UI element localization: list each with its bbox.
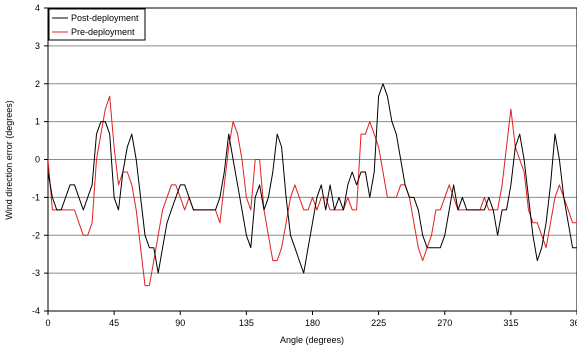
- y-tick-label-6: -2: [32, 230, 40, 240]
- y-axis-title: Wind direction error (degrees): [4, 100, 14, 220]
- x-tick-label-4: 180: [305, 318, 320, 328]
- x-tick-label-2: 90: [175, 318, 185, 328]
- series-line-post-deployment: [48, 83, 577, 274]
- y-tick-label-5: -1: [32, 192, 40, 202]
- x-tick-label-7: 315: [503, 318, 518, 328]
- legend-box: [48, 8, 146, 41]
- y-tick-label-1: 3: [35, 41, 40, 51]
- x-tick-label-1: 45: [109, 318, 119, 328]
- legend-label-pre-deployment: Pre-deployment: [71, 27, 135, 37]
- y-tick-label-3: 1: [35, 117, 40, 127]
- x-tick-label-8: 360: [569, 318, 577, 328]
- y-tick-label-2: 2: [35, 79, 40, 89]
- horizontal-gridlines: [48, 7, 577, 312]
- x-tick-label-6: 270: [437, 318, 452, 328]
- series-layer: [48, 83, 577, 287]
- y-tick-label-8: -4: [32, 306, 40, 316]
- y-tick-label-4: 0: [35, 155, 40, 165]
- x-tick-label-3: 135: [239, 318, 254, 328]
- legend-label-post-deployment: Post-deployment: [71, 13, 139, 23]
- y-axis-tick-labels: 4 3 2 1 0 -1 -2 -3 -4: [32, 3, 48, 316]
- x-tick-label-5: 225: [371, 318, 386, 328]
- x-axis-tick-labels: 0 45 90 135 180 225 270 315 360: [45, 311, 577, 328]
- y-tick-label-0: 4: [35, 3, 40, 13]
- series-line-pre-deployment: [48, 95, 577, 287]
- y-tick-label-7: -3: [32, 268, 40, 278]
- legend: Post-deployment Pre-deployment: [48, 8, 146, 41]
- x-tick-label-0: 0: [45, 318, 50, 328]
- x-axis-title: Angle (degrees): [280, 335, 344, 345]
